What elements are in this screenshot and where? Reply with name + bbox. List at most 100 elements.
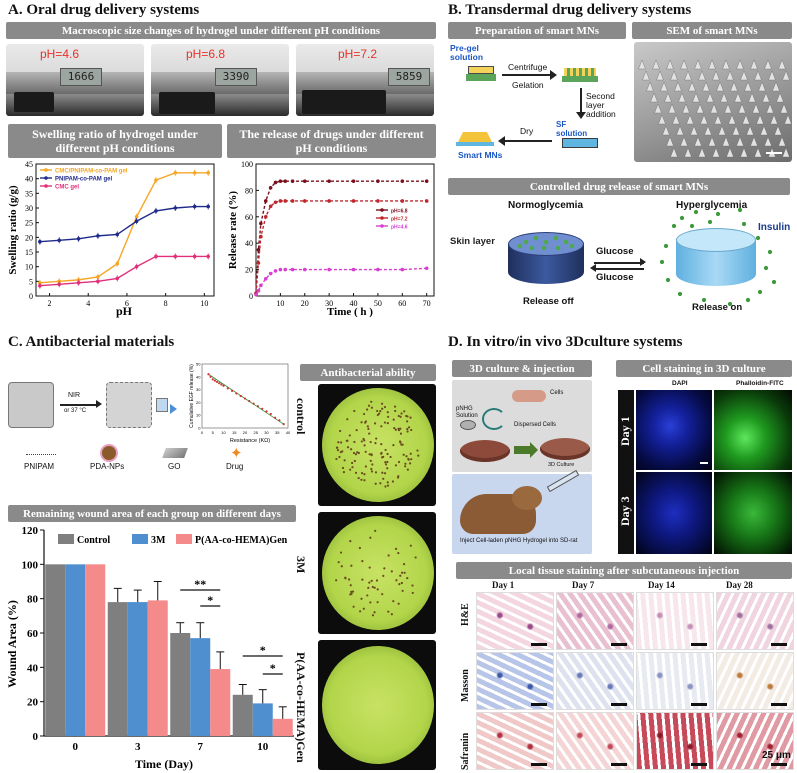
- data-point: [259, 234, 263, 239]
- glucose-forward-label: Glucose: [596, 246, 634, 257]
- sem-mns-header: SEM of smart MNs: [632, 22, 792, 39]
- antibacterial-header: Antibacterial ability: [300, 364, 436, 381]
- egf-point: [213, 379, 216, 382]
- normoglycemia-label: Normoglycemia: [508, 200, 584, 211]
- y-tick-label: 80: [245, 186, 253, 195]
- microneedle: [702, 81, 710, 92]
- data-point: [134, 215, 139, 219]
- glucose-reverse-label: Glucose: [596, 272, 634, 283]
- insulin-dot: [755, 235, 761, 241]
- bar: [127, 602, 148, 736]
- data-point: [154, 209, 158, 213]
- y-tick-label: 80: [27, 594, 39, 606]
- row-he: H&E: [460, 603, 471, 626]
- microneedle: [726, 147, 734, 158]
- insulin-dot: [533, 235, 539, 241]
- colony: [344, 577, 347, 580]
- arrow-right-icon: [502, 74, 552, 76]
- legend-marker: [44, 176, 48, 180]
- scale-bar: [531, 763, 547, 766]
- y-tick-label: 25: [25, 219, 33, 228]
- microneedle: [684, 147, 692, 158]
- fluor-day3-label: Day 3: [618, 496, 632, 526]
- data-point: [263, 199, 268, 203]
- y-tick-label: 60: [245, 213, 253, 222]
- data-point: [154, 178, 158, 182]
- data-point: [327, 267, 331, 272]
- x-tick-label: 20: [301, 299, 309, 308]
- microneedle: [750, 59, 758, 70]
- egf-x-tick: 40: [286, 430, 291, 435]
- colony: [354, 453, 358, 456]
- microneedle: [736, 59, 744, 70]
- colony: [399, 574, 402, 577]
- colony: [382, 477, 385, 480]
- x-tick-label: 50: [374, 299, 382, 308]
- microneedle: [650, 92, 658, 103]
- egf-release-chart: 0 5 10 15 20 25 30 35 40 0 10 20 30 40 50 Resistance (…: [189, 362, 291, 445]
- data-point: [57, 282, 62, 287]
- colony: [339, 451, 342, 454]
- egf-point: [215, 380, 219, 384]
- skin-layer-label: Skin layer: [450, 236, 495, 247]
- data-point: [76, 237, 81, 241]
- microneedle: [762, 92, 770, 103]
- swelling-ylabel: Swelling ratio (g/g): [7, 185, 19, 275]
- colony: [360, 478, 363, 481]
- colony: [348, 434, 351, 437]
- y-tick-label: 40: [25, 175, 33, 184]
- legend-label: pH=7.2: [391, 217, 408, 223]
- colony: [340, 565, 343, 568]
- colony: [386, 481, 389, 484]
- colony: [401, 443, 404, 446]
- data-point: [278, 199, 283, 203]
- microneedle: [656, 70, 664, 81]
- colony: [371, 463, 374, 466]
- colony: [364, 450, 367, 453]
- colony: [387, 554, 390, 557]
- legend-label: CMC gel: [55, 185, 79, 191]
- insulin-label: Insulin: [758, 222, 791, 233]
- legend-label: P(AA-co-HEMA)Gen: [195, 535, 288, 546]
- colony: [371, 614, 375, 617]
- colony: [342, 470, 346, 474]
- microneedle: [638, 59, 646, 70]
- release-xlabel: Time ( h ): [327, 306, 373, 318]
- insulin-dot: [543, 239, 549, 245]
- gelation-label: Gelation: [512, 80, 544, 90]
- insulin-dot: [569, 243, 575, 249]
- data-point: [206, 254, 210, 259]
- data-point: [273, 180, 278, 185]
- microneedle: [736, 136, 744, 147]
- egf-ylabel: Cumulative EGF release (%): [189, 364, 195, 428]
- egf-y-tick: 0: [198, 426, 201, 431]
- mixing-arrow-icon: [482, 408, 506, 430]
- x-tick-label: 30: [325, 299, 333, 308]
- data-point: [424, 266, 429, 271]
- x-tick-label: 10: [200, 299, 208, 308]
- microneedle: [694, 136, 702, 147]
- insulin-dot: [555, 245, 561, 251]
- col-day28: Day 28: [726, 580, 753, 590]
- colony: [397, 602, 400, 605]
- microneedle: [730, 81, 738, 92]
- cells-flask-icon: [512, 390, 546, 402]
- colony: [373, 422, 377, 425]
- legend-marker: [44, 168, 48, 172]
- x-tick-label: 10: [276, 299, 284, 308]
- colony: [360, 421, 363, 424]
- microneedle: [680, 136, 688, 147]
- tissue-stain-image: [636, 652, 714, 710]
- egf-point: [231, 389, 234, 392]
- colony: [368, 453, 371, 456]
- colony: [361, 560, 364, 563]
- microneedle: [772, 81, 780, 92]
- microneedle: [774, 125, 782, 136]
- syringe-icon: [546, 469, 580, 493]
- colony: [362, 437, 365, 441]
- wound-ylabel: Wound Area (%): [5, 600, 19, 688]
- insulin-dot: [523, 239, 529, 245]
- data-point: [283, 199, 288, 203]
- microneedle: [768, 70, 776, 81]
- colony: [352, 605, 355, 608]
